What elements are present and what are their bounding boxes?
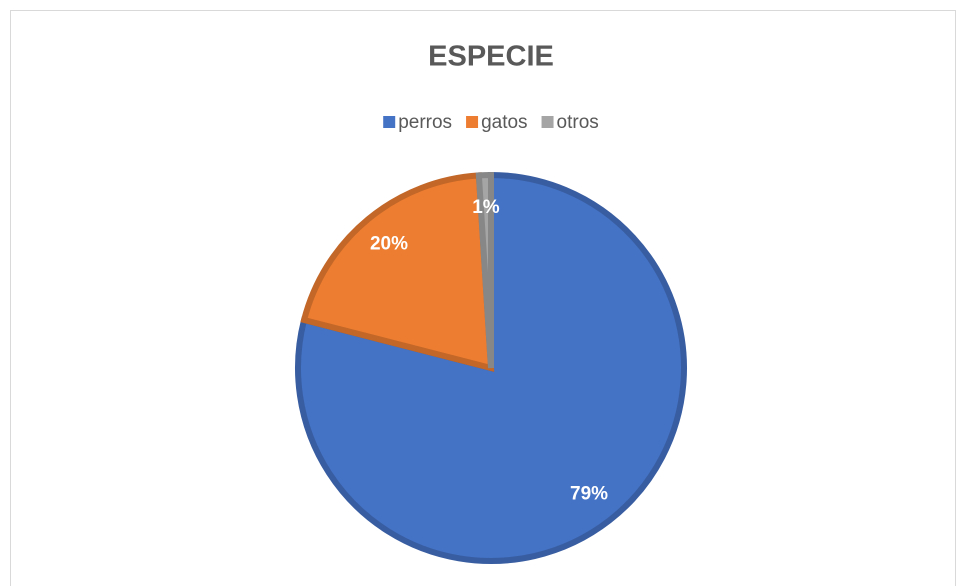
pie-slice: [300, 172, 495, 372]
data-label: 1%: [472, 197, 500, 218]
legend-label: otros: [557, 112, 599, 133]
legend-label: perros: [398, 112, 452, 133]
chart-title: ESPECIE: [428, 41, 554, 73]
data-label: 20%: [370, 234, 408, 255]
legend: perros gatos otros: [383, 112, 599, 133]
legend-swatch: [383, 116, 396, 128]
legend-label: gatos: [481, 112, 527, 133]
data-label: 79%: [570, 483, 608, 504]
pie-slice: [475, 171, 494, 369]
legend-swatch: [466, 116, 479, 128]
legend-swatch: [541, 116, 554, 128]
pie-slice: [295, 171, 687, 564]
